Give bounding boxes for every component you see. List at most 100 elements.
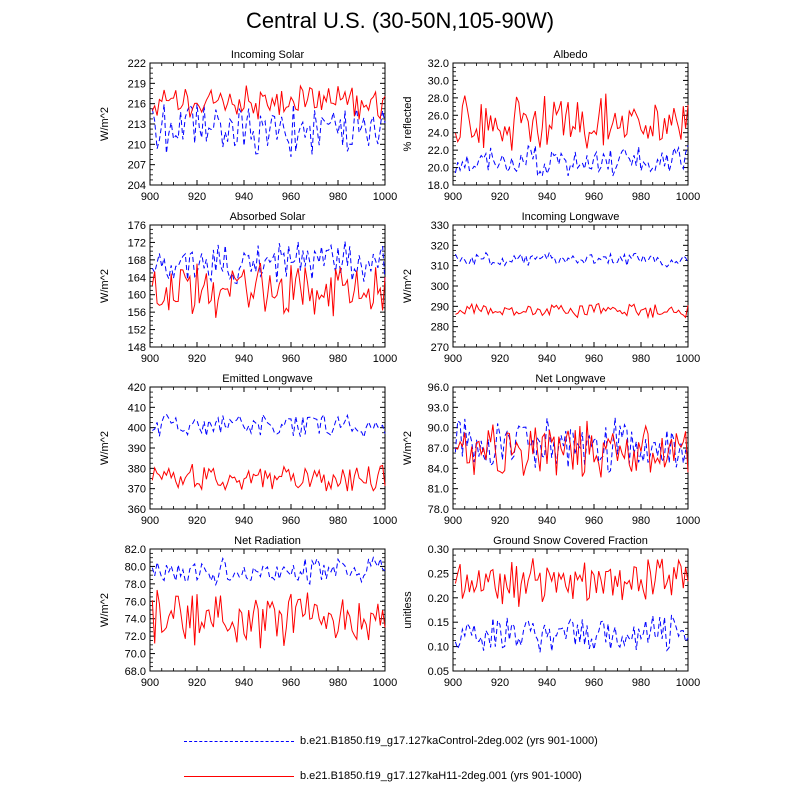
incoming-longwave-ytick-label: 290 [431, 301, 449, 313]
incoming-solar-ylabel: W/m^2 [99, 107, 111, 141]
albedo-ytick-label: 18.0 [428, 180, 449, 192]
incoming-longwave-xtick-label: 900 [444, 353, 462, 365]
albedo-ytick-label: 26.0 [428, 110, 449, 122]
albedo-ytick-label: 20.0 [428, 163, 449, 175]
legend-label-experiment: b.e21.B1850.f19_g17.127kaH11-2deg.001 (y… [300, 770, 582, 782]
net-radiation-ytick-label: 68.0 [125, 666, 146, 678]
emitted-longwave-ylabel: W/m^2 [99, 431, 111, 465]
incoming-longwave-series-experiment [455, 302, 689, 320]
net-longwave-series-experiment [455, 420, 689, 478]
net-radiation-ytick-label: 72.0 [125, 631, 146, 643]
albedo-ylabel: % reflected [402, 96, 414, 151]
absorbed-solar-ytick-label: 156 [128, 307, 146, 319]
incoming-solar-xtick-label: 1000 [373, 191, 397, 203]
net-longwave-ytick-label: 78.0 [428, 504, 449, 516]
absorbed-solar-series-experiment [151, 262, 386, 318]
net-longwave-ytick-label: 81.0 [428, 484, 449, 496]
net-radiation-xtick-label: 940 [235, 677, 253, 689]
incoming-longwave-ylabel: W/m^2 [402, 269, 414, 303]
absorbed-solar-xtick-label: 1000 [373, 353, 397, 365]
emitted-longwave-ytick-label: 370 [128, 484, 146, 496]
albedo-series-control [454, 144, 689, 178]
net-radiation-ytick-label: 78.0 [125, 579, 146, 591]
absorbed-solar-ytick-label: 168 [128, 255, 146, 267]
figure-title: Central U.S. (30-50N,105-90W) [245, 8, 555, 33]
emitted-longwave-ytick-label: 400 [128, 423, 146, 435]
incoming-longwave-ytick-label: 310 [431, 261, 449, 273]
net-radiation-ytick-label: 80.0 [125, 561, 146, 573]
ground-snow-covered-fraction-ytick-label: 0.25 [428, 568, 449, 580]
absorbed-solar-xtick-label: 960 [282, 353, 300, 365]
absorbed-solar-ylabel: W/m^2 [99, 269, 111, 303]
ground-snow-covered-fraction-series-experiment [454, 558, 689, 607]
incoming-solar-xtick-label: 960 [282, 191, 300, 203]
incoming-longwave-frame [452, 224, 689, 348]
net-radiation-xtick-label: 980 [329, 677, 347, 689]
net-radiation-ytick-label: 70.0 [125, 649, 146, 661]
net-longwave-ytick-label: 96.0 [428, 382, 449, 394]
absorbed-solar-xtick-label: 920 [188, 353, 206, 365]
albedo-ytick-label: 28.0 [428, 93, 449, 105]
incoming-longwave-ytick-label: 280 [431, 322, 449, 334]
net-longwave-xtick-label: 940 [538, 515, 556, 527]
absorbed-solar-ytick-label: 148 [128, 342, 146, 354]
incoming-longwave-ytick-label: 270 [431, 342, 449, 354]
ground-snow-covered-fraction-title: Ground Snow Covered Fraction [493, 535, 648, 547]
ground-snow-covered-fraction-ytick-label: 0.30 [428, 544, 449, 556]
albedo-ytick-label: 22.0 [428, 145, 449, 157]
incoming-longwave-xtick-label: 960 [585, 353, 603, 365]
ground-snow-covered-fraction-xtick-label: 920 [491, 677, 509, 689]
emitted-longwave-ytick-label: 410 [128, 402, 146, 414]
emitted-longwave-xtick-label: 1000 [373, 515, 397, 527]
incoming-longwave-ytick-label: 330 [431, 220, 449, 232]
incoming-longwave-ytick-label: 320 [431, 240, 449, 252]
incoming-longwave-xtick-label: 1000 [676, 353, 700, 365]
ground-snow-covered-fraction-xtick-label: 1000 [676, 677, 700, 689]
albedo-ytick-label: 24.0 [428, 128, 449, 140]
emitted-longwave-ytick-label: 360 [128, 504, 146, 516]
incoming-longwave-xtick-label: 940 [538, 353, 556, 365]
incoming-solar-frame [149, 62, 386, 186]
ground-snow-covered-fraction-ytick-label: 0.05 [428, 666, 449, 678]
net-longwave-xtick-label: 920 [491, 515, 509, 527]
incoming-longwave-xtick-label: 920 [491, 353, 509, 365]
ground-snow-covered-fraction-series-control [454, 614, 689, 653]
albedo-xtick-label: 920 [491, 191, 509, 203]
legend-line-experiment [184, 776, 294, 777]
net-radiation-ytick-label: 74.0 [125, 614, 146, 626]
incoming-solar-ytick-label: 210 [128, 139, 146, 151]
absorbed-solar-xtick-label: 940 [235, 353, 253, 365]
emitted-longwave-xtick-label: 920 [188, 515, 206, 527]
net-longwave-xtick-label: 980 [632, 515, 650, 527]
net-longwave-title: Net Longwave [535, 373, 605, 385]
emitted-longwave-ytick-label: 420 [128, 382, 146, 394]
albedo-ytick-label: 32.0 [428, 58, 449, 70]
ground-snow-covered-fraction-ytick-label: 0.10 [428, 642, 449, 654]
albedo-xtick-label: 940 [538, 191, 556, 203]
ground-snow-covered-fraction-xtick-label: 900 [444, 677, 462, 689]
absorbed-solar-xtick-label: 900 [141, 353, 159, 365]
emitted-longwave-series-experiment [151, 463, 386, 492]
incoming-solar-ytick-label: 207 [128, 160, 146, 172]
net-longwave-series-control [454, 417, 689, 474]
incoming-longwave-xtick-label: 980 [632, 353, 650, 365]
net-longwave-ytick-label: 90.0 [428, 423, 449, 435]
ground-snow-covered-fraction-ytick-label: 0.20 [428, 593, 449, 605]
net-radiation-xtick-label: 920 [188, 677, 206, 689]
incoming-solar-series-control [151, 103, 386, 157]
net-longwave-ytick-label: 93.0 [428, 402, 449, 414]
net-radiation-ytick-label: 82.0 [125, 544, 146, 556]
incoming-solar-ytick-label: 222 [128, 58, 146, 70]
net-longwave-xtick-label: 960 [585, 515, 603, 527]
legend-label-control: b.e21.B1850.f19_g17.127kaControl-2deg.00… [300, 735, 598, 747]
emitted-longwave-xtick-label: 980 [329, 515, 347, 527]
legend-line-control [184, 741, 294, 742]
net-radiation-ylabel: W/m^2 [99, 593, 111, 627]
absorbed-solar-ytick-label: 172 [128, 237, 146, 249]
net-longwave-ytick-label: 84.0 [428, 463, 449, 475]
absorbed-solar-title: Absorbed Solar [230, 211, 306, 223]
net-radiation-xtick-label: 1000 [373, 677, 397, 689]
albedo-ytick-label: 30.0 [428, 75, 449, 87]
incoming-solar-xtick-label: 920 [188, 191, 206, 203]
